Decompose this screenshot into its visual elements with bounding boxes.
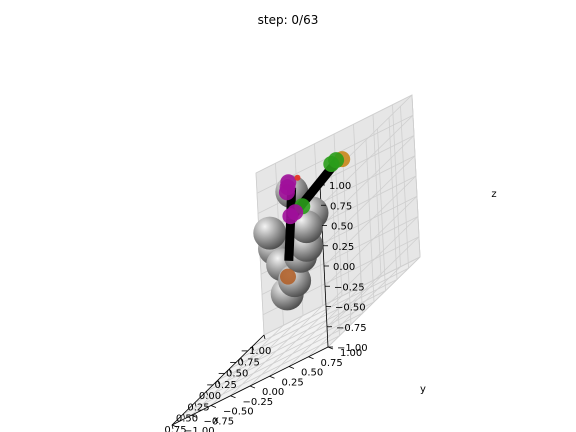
x-tick-label-mark: [171, 424, 174, 430]
grid-line: [372, 114, 382, 277]
grid-line: [206, 312, 363, 392]
y-tick-label: −1.00: [184, 426, 215, 432]
y-tick-label-mark: [230, 395, 236, 399]
grid-line: [327, 256, 421, 348]
x-tick-label-mark: [263, 334, 266, 340]
grid-line: [249, 295, 343, 387]
grid-line: [320, 114, 414, 206]
z-tick-label: 1.00: [329, 181, 351, 192]
grid-line: [288, 276, 382, 367]
grid-line: [269, 285, 362, 377]
z-tick-label: −1.00: [337, 343, 368, 354]
grid-line: [392, 104, 401, 267]
y-tick-label-mark: [249, 385, 256, 389]
z-axis-label: z: [491, 189, 496, 200]
marker-magenta: [282, 208, 299, 225]
grid-line: [308, 266, 401, 358]
grid-line: [342, 162, 352, 325]
y-tick-label-mark: [269, 375, 275, 379]
y-tick-label: 0.00: [262, 387, 284, 398]
x-tick-label-mark: [183, 413, 185, 418]
marker-magenta: [278, 184, 295, 201]
z-tick-label: 0.25: [332, 242, 354, 253]
x-tick-label: 0.25: [187, 402, 209, 413]
y-tick-label-mark: [308, 356, 314, 360]
x-tick-label-mark: [240, 357, 243, 362]
y-tick-label: 0.75: [321, 358, 343, 369]
chart-title: step: 0/63: [258, 13, 319, 27]
y-tick-label: 0.50: [301, 368, 323, 379]
y-tick-label: −0.25: [243, 397, 274, 408]
y-tick-label-mark: [288, 366, 295, 369]
y-tick-label-mark: [171, 424, 178, 428]
grid-line: [194, 324, 352, 403]
x-tick-label: −0.75: [229, 357, 260, 368]
x-tick-label-mark: [206, 391, 208, 396]
grid-lines: [171, 94, 421, 426]
y-tick-label-mark: [191, 414, 197, 418]
x-tick-label-mark: [252, 346, 254, 351]
marker-brown: [280, 268, 296, 285]
grid-line: [331, 173, 340, 336]
x-tick-label-mark: [229, 368, 231, 373]
tick-labels: −1.00−1.00−1.00−0.75−0.75−0.75−0.50−0.50…: [164, 181, 368, 432]
grid-line: [411, 94, 421, 258]
marker-green: [323, 156, 340, 172]
y-tick-label: −0.75: [204, 416, 235, 427]
grid-line: [321, 135, 415, 226]
x-tick-label-mark: [217, 379, 220, 385]
x-tick-label: −0.50: [218, 369, 249, 380]
x-tick-label: −0.25: [206, 380, 237, 391]
x-tick-label-mark: [194, 402, 197, 407]
y-tick-label-mark: [327, 346, 334, 350]
x-axis-label: x: [213, 415, 219, 426]
z-tick-label: 0.75: [330, 201, 352, 212]
z-tick-label: −0.50: [335, 303, 366, 314]
z-tick-label: 0.50: [331, 222, 353, 233]
z-tick-label: −0.75: [336, 323, 367, 334]
x-tick-label: 0.75: [164, 425, 186, 432]
y-tick-label: 1.00: [340, 348, 362, 359]
x-tick-label: 0.00: [199, 391, 221, 402]
marker-red: [294, 174, 301, 181]
grid-line: [322, 155, 416, 247]
z-tick-label: −0.25: [334, 282, 365, 293]
grid-line: [183, 335, 340, 415]
obstacle-sphere: [253, 216, 287, 250]
x-tick-label: −1.00: [241, 346, 272, 357]
plot-area: [253, 151, 351, 311]
grid-line: [323, 175, 417, 267]
x-tick-label: 0.50: [176, 414, 198, 425]
y-tick-label: −0.50: [223, 407, 254, 418]
y-tick-label-mark: [210, 405, 217, 408]
grid-line: [255, 94, 413, 174]
y-tick-label: 0.25: [282, 377, 304, 388]
y-axis-label: y: [420, 384, 426, 395]
arm-link: [284, 218, 296, 262]
z-tick-label: 0.00: [333, 262, 355, 273]
